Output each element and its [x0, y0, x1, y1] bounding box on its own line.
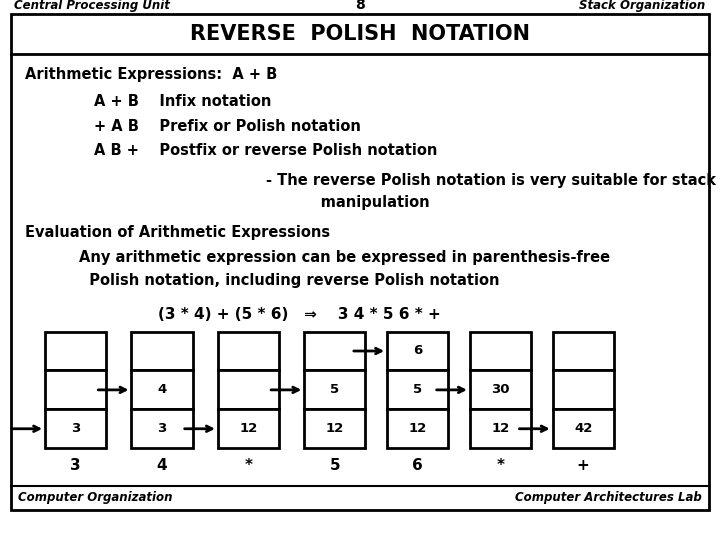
- Text: Any arithmetic expression can be expressed in parenthesis-free: Any arithmetic expression can be express…: [79, 250, 611, 265]
- Text: 6: 6: [413, 458, 423, 473]
- Bar: [305, 409, 366, 448]
- Text: 6: 6: [413, 345, 422, 357]
- Text: +: +: [577, 458, 590, 473]
- Text: 12: 12: [408, 422, 427, 435]
- Text: Evaluation of Arithmetic Expressions: Evaluation of Arithmetic Expressions: [25, 225, 330, 240]
- Text: 3: 3: [71, 458, 81, 473]
- Text: A + B    Infix notation: A + B Infix notation: [94, 94, 271, 109]
- Bar: [305, 370, 366, 409]
- Text: 42: 42: [574, 422, 593, 435]
- Text: A B +    Postfix or reverse Polish notation: A B + Postfix or reverse Polish notation: [94, 143, 437, 158]
- Bar: [217, 409, 279, 448]
- Text: REVERSE  POLISH  NOTATION: REVERSE POLISH NOTATION: [190, 24, 530, 44]
- Bar: [45, 409, 107, 448]
- Text: 12: 12: [325, 422, 344, 435]
- Bar: [45, 332, 107, 370]
- Text: 3: 3: [71, 422, 80, 435]
- Text: 5: 5: [330, 383, 339, 396]
- Text: *: *: [244, 458, 253, 473]
- Text: 5: 5: [330, 458, 340, 473]
- Bar: [469, 332, 531, 370]
- Bar: [553, 409, 613, 448]
- Bar: [132, 409, 193, 448]
- Bar: [469, 370, 531, 409]
- Bar: [132, 332, 193, 370]
- Text: 4: 4: [157, 458, 167, 473]
- Text: Computer Organization: Computer Organization: [18, 491, 173, 504]
- Text: 8: 8: [355, 0, 365, 12]
- Text: 12: 12: [239, 422, 258, 435]
- Bar: [45, 370, 107, 409]
- Text: + A B    Prefix or Polish notation: + A B Prefix or Polish notation: [94, 119, 361, 133]
- Text: Polish notation, including reverse Polish notation: Polish notation, including reverse Polis…: [79, 273, 500, 288]
- Bar: [387, 332, 448, 370]
- Text: Arithmetic Expressions:  A + B: Arithmetic Expressions: A + B: [25, 68, 277, 83]
- Text: manipulation: manipulation: [295, 195, 430, 210]
- Bar: [132, 370, 193, 409]
- Text: 30: 30: [491, 383, 510, 396]
- Bar: [553, 332, 613, 370]
- Bar: [387, 370, 448, 409]
- Text: (3 * 4) + (5 * 6)   ⇒    3 4 * 5 6 * +: (3 * 4) + (5 * 6) ⇒ 3 4 * 5 6 * +: [158, 307, 441, 322]
- Text: 4: 4: [158, 383, 166, 396]
- Text: Central Processing Unit: Central Processing Unit: [14, 0, 170, 12]
- Text: - The reverse Polish notation is very suitable for stack: - The reverse Polish notation is very su…: [266, 173, 716, 188]
- Text: 5: 5: [413, 383, 422, 396]
- Text: *: *: [496, 458, 505, 473]
- Bar: [217, 370, 279, 409]
- Text: 12: 12: [491, 422, 510, 435]
- Bar: [553, 370, 613, 409]
- Text: Computer Architectures Lab: Computer Architectures Lab: [516, 491, 702, 504]
- Bar: [305, 332, 366, 370]
- Text: 3: 3: [158, 422, 166, 435]
- Bar: [387, 409, 448, 448]
- Text: Stack Organization: Stack Organization: [580, 0, 706, 12]
- Bar: [469, 409, 531, 448]
- Bar: [217, 332, 279, 370]
